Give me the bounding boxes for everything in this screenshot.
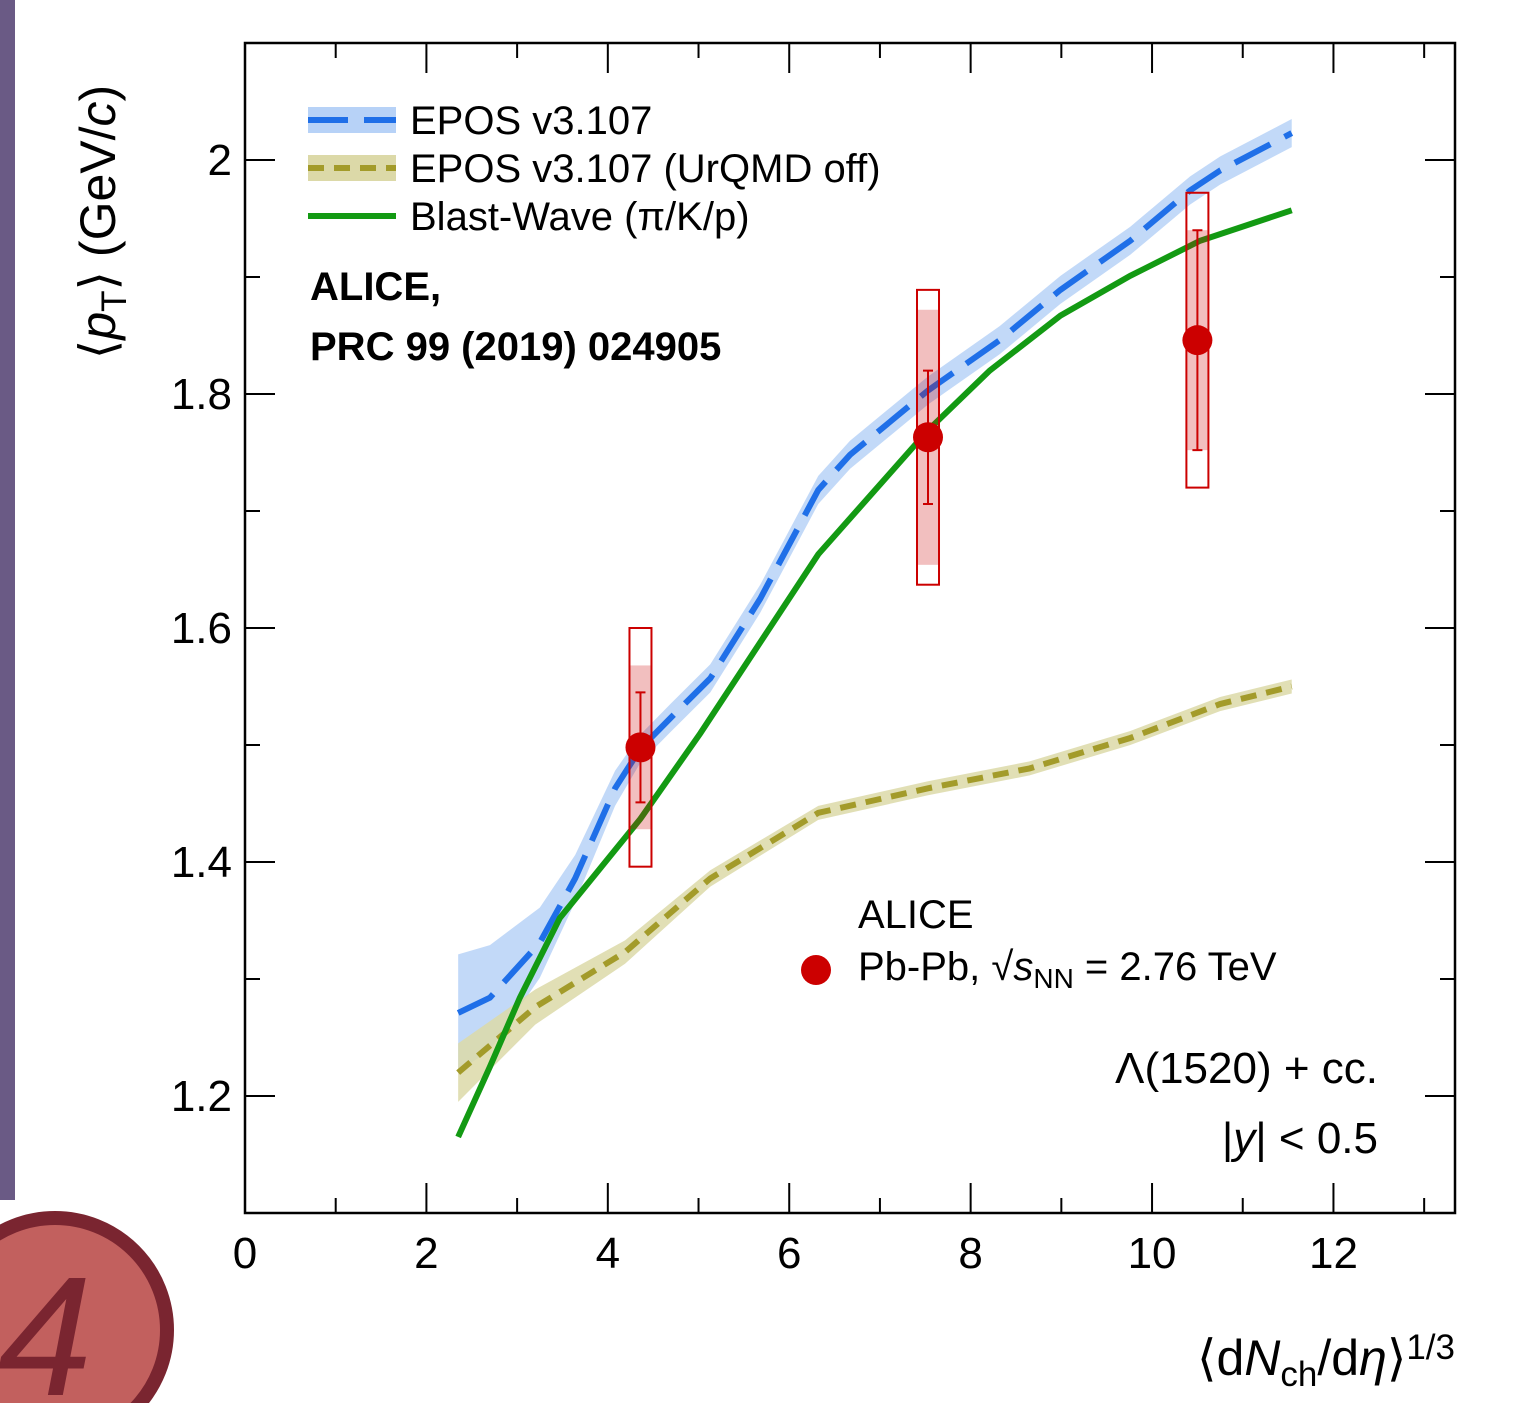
badge: 4 xyxy=(0,1211,174,1403)
x-axis-label: ⟨dNch/dη⟩1/3 xyxy=(1197,1328,1455,1393)
y-tick-label: 1.8 xyxy=(171,370,232,419)
text-part: s xyxy=(1013,945,1033,989)
data-point xyxy=(1182,325,1213,356)
y-tick-label: 2 xyxy=(208,136,232,185)
annotation: |y| < 0.5 xyxy=(1222,1114,1378,1163)
model-line xyxy=(456,683,1293,1075)
y-tick-label: 1.4 xyxy=(171,838,232,887)
x-tick-label: 10 xyxy=(1128,1229,1177,1278)
text-part: | xyxy=(1222,1114,1233,1163)
text-part: c xyxy=(70,101,126,126)
legend-marker xyxy=(801,955,831,985)
model-line xyxy=(455,207,1293,1139)
text-part: y xyxy=(1230,1114,1258,1163)
text-part: ⟨d xyxy=(1197,1330,1244,1386)
y-axis-label: ⟨pT⟩ (GeV/c) xyxy=(70,85,134,359)
legend-label: EPOS v3.107 (UrQMD off) xyxy=(410,147,881,191)
x-tick-label: 6 xyxy=(777,1229,801,1278)
data-point xyxy=(625,732,656,763)
x-tick-label: 4 xyxy=(596,1229,620,1278)
x-tick-label: 2 xyxy=(414,1229,438,1278)
text-part: = 2.76 TeV xyxy=(1074,945,1277,989)
x-tick-label: 12 xyxy=(1309,1229,1358,1278)
text-part: ) xyxy=(70,85,126,102)
legend-label: Blast-Wave (π/K/p) xyxy=(410,195,750,239)
text-part: η xyxy=(1359,1330,1387,1386)
text-part: ⟨ xyxy=(70,340,126,360)
y-tick-label: 1.6 xyxy=(171,604,232,653)
badge-circle xyxy=(0,1211,174,1403)
legend-label: ALICE xyxy=(858,893,974,937)
text-part: 1/3 xyxy=(1406,1328,1455,1367)
side-stripe xyxy=(0,0,15,1200)
text-part: T xyxy=(95,290,134,311)
model-line xyxy=(456,130,1294,1016)
annotation: Λ(1520) + cc. xyxy=(1115,1044,1378,1093)
text-part: ch xyxy=(1280,1355,1317,1394)
plot-frame xyxy=(243,41,1457,1215)
annotation: ALICE, xyxy=(310,265,441,309)
badge-number: 4 xyxy=(0,1242,92,1403)
text-part: /d xyxy=(1317,1330,1359,1386)
text-part: N xyxy=(1244,1330,1281,1386)
x-tick-label: 0 xyxy=(233,1229,257,1278)
text-part: Pb-Pb, √ xyxy=(858,945,1013,989)
annotation: PRC 99 (2019) 024905 xyxy=(310,325,721,369)
text-part: ⟩ xyxy=(1387,1330,1407,1386)
text-part: | < 0.5 xyxy=(1255,1114,1378,1163)
legend-label: EPOS v3.107 xyxy=(410,99,652,143)
x-tick-label: 8 xyxy=(958,1229,982,1278)
text-part: NN xyxy=(1033,963,1073,994)
text-part: ⟩ (GeV/ xyxy=(70,126,126,290)
legend-label: Pb-Pb, √sNN = 2.76 TeV xyxy=(858,945,1277,994)
y-tick-label: 1.2 xyxy=(171,1072,232,1121)
data-point xyxy=(913,422,944,453)
text-part: p xyxy=(70,312,126,342)
